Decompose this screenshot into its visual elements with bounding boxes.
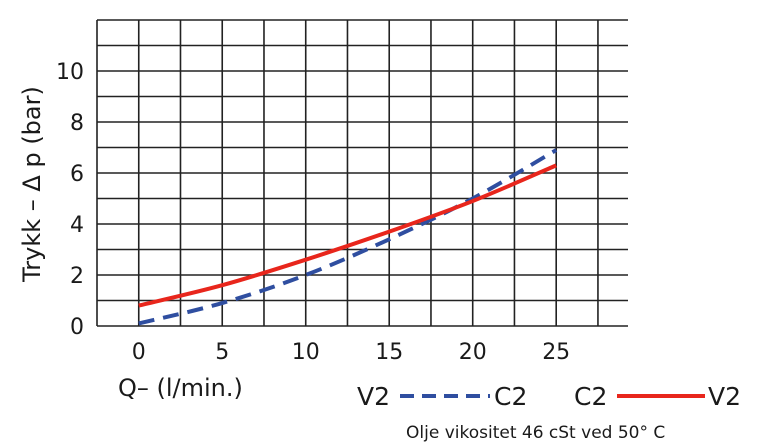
x-tick-label: 20: [459, 340, 487, 365]
legend-dashed-left-label: V2: [357, 382, 390, 411]
y-tick-label: 6: [70, 162, 84, 187]
x-axis-label: Q– (l/min.): [118, 374, 243, 402]
y-tick-label: 10: [56, 60, 84, 85]
series-line-solid: [138, 163, 557, 308]
legend-dashed: V2 C2: [357, 382, 527, 411]
x-tick-label: 25: [542, 340, 570, 365]
series-lines: [138, 148, 558, 326]
x-tick-label: 10: [292, 340, 320, 365]
x-tick-label: 0: [132, 340, 146, 365]
legend-solid-right-label: V2: [708, 382, 741, 411]
y-axis-label: Trykk – Δ p (bar): [18, 86, 46, 283]
legend-solid: C2 V2: [574, 382, 741, 411]
x-tick-label: 15: [375, 340, 403, 365]
y-tick-label: 8: [70, 111, 84, 136]
viscosity-note: Olje vikositet 46 cSt ved 50° C: [406, 423, 665, 443]
y-tick-label: 2: [70, 264, 84, 289]
y-tick-labels: 0 2 4 6 8 10: [56, 60, 84, 340]
legend-dashed-right-label: C2: [494, 382, 527, 411]
grid: [96, 19, 628, 327]
y-tick-label: 0: [70, 315, 84, 340]
legend-solid-left-label: C2: [574, 382, 607, 411]
y-tick-label: 4: [70, 213, 84, 238]
series-line-dashed: [138, 148, 558, 326]
x-tick-labels: 0 5 10 15 20 25: [132, 340, 570, 365]
x-tick-label: 5: [215, 340, 229, 365]
